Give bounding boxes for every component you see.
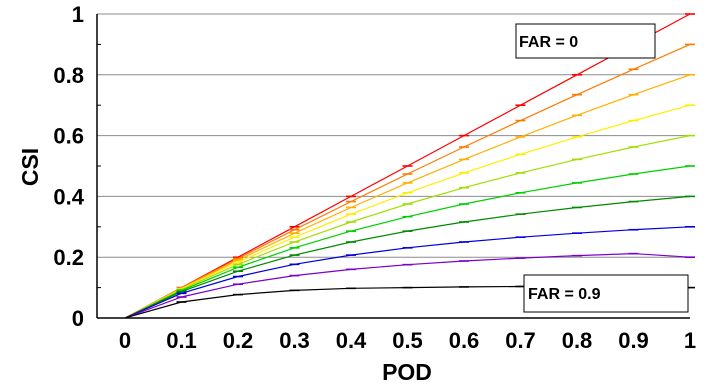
annotation-far-09: FAR = 0.9 (523, 274, 689, 313)
series-lines (124, 13, 695, 319)
x-tick-label: 0.1 (166, 328, 197, 353)
x-tick-label: 0 (119, 328, 131, 353)
series-far-06 (124, 195, 695, 319)
annotation-far-0: FAR = 0 (515, 23, 656, 59)
series-far-08 (124, 252, 695, 319)
series-far-02 (124, 74, 695, 319)
y-tick-label: 0.8 (53, 63, 84, 88)
x-axis-title: POD (382, 359, 432, 385)
x-tick-label: 0.9 (618, 328, 649, 353)
x-tick-label: 0.5 (392, 328, 423, 353)
series-far-04 (124, 134, 695, 319)
x-tick-label: 0.7 (505, 328, 536, 353)
y-tick-label: 0.2 (53, 245, 84, 270)
series-far-05 (124, 165, 695, 319)
x-tick-label: 1 (684, 328, 696, 353)
annotation-far-0-text: FAR = 0 (519, 34, 578, 51)
x-tick-label: 0.6 (449, 328, 480, 353)
x-tick-labels: 0 0.1 0.2 0.3 0.4 0.5 0.6 0.7 0.8 0.9 1 (119, 328, 696, 353)
x-tick-label: 0.3 (279, 328, 310, 353)
y-tick-label: 1 (72, 2, 84, 27)
grid-lines (97, 13, 690, 258)
y-tick-labels: 0 0.2 0.4 0.6 0.8 1 (53, 2, 84, 331)
x-tick-label: 0.4 (336, 328, 367, 353)
y-axis-title: CSI (17, 148, 43, 186)
annotation-far-09-text: FAR = 0.9 (528, 286, 601, 303)
axes (96, 14, 690, 319)
x-tick-label: 0.8 (562, 328, 593, 353)
x-tick-label: 0.2 (223, 328, 254, 353)
y-tick-label: 0 (72, 306, 84, 331)
y-tick-label: 0.4 (53, 184, 84, 209)
y-tick-label: 0.6 (53, 124, 84, 149)
series-far-07 (124, 226, 695, 319)
